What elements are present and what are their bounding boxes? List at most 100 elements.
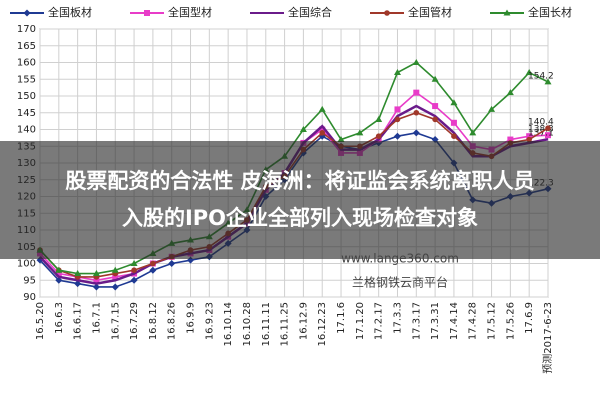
y-tick-label: 140 xyxy=(17,125,36,136)
x-tick-label: 16.6.3 xyxy=(54,302,65,334)
y-tick-label: 145 xyxy=(17,108,36,119)
marker xyxy=(92,283,100,291)
marker xyxy=(451,133,457,139)
marker xyxy=(413,89,420,96)
marker xyxy=(131,267,137,274)
marker xyxy=(507,136,514,143)
marker xyxy=(318,105,326,112)
watermark: www.lange360.com xyxy=(341,252,459,266)
marker xyxy=(394,116,401,123)
end-value-label: 154.2 xyxy=(528,71,554,81)
x-tick-label: 17.5.12 xyxy=(487,302,498,340)
marker xyxy=(319,126,326,133)
y-tick-label: 165 xyxy=(17,41,36,52)
x-tick-label: 17.4.14 xyxy=(449,302,460,340)
marker xyxy=(503,9,511,16)
marker xyxy=(525,69,533,76)
marker xyxy=(299,126,307,132)
y-tick-label: 155 xyxy=(17,74,36,85)
marker xyxy=(469,129,477,136)
marker xyxy=(112,273,119,280)
marker xyxy=(450,99,458,106)
x-tick-label: 16.7.15 xyxy=(110,302,121,340)
marker xyxy=(74,270,82,277)
marker xyxy=(412,129,420,137)
marker xyxy=(150,260,156,267)
x-tick-label: 16.11.11 xyxy=(261,302,272,347)
banner-bg xyxy=(0,141,600,259)
marker xyxy=(337,136,345,143)
marker xyxy=(384,10,390,16)
x-tick-label: 16.8.12 xyxy=(148,302,159,340)
legend-label: 全国型材 xyxy=(168,5,212,19)
x-tick-label: 17.5.26 xyxy=(505,302,516,340)
x-tick-label: 16.12.9 xyxy=(298,302,309,340)
y-tick-label: 90 xyxy=(23,292,36,303)
x-tick-label: 17.1.6 xyxy=(336,302,347,334)
x-tick-label: 17.3.3 xyxy=(392,302,403,334)
y-tick-label: 170 xyxy=(17,24,36,35)
marker xyxy=(92,270,100,277)
marker xyxy=(130,276,138,284)
x-tick-label: 16.5.20 xyxy=(35,302,46,340)
legend-label: 全国综合 xyxy=(288,5,332,19)
x-tick-label: 16.12.23 xyxy=(317,302,328,347)
marker xyxy=(393,132,401,140)
marker xyxy=(506,89,514,96)
x-tick-label: 16.8.26 xyxy=(167,302,178,340)
marker xyxy=(149,266,157,274)
marker xyxy=(23,9,31,17)
marker xyxy=(55,266,63,273)
y-tick-label: 95 xyxy=(23,275,36,286)
marker xyxy=(545,132,551,139)
marker xyxy=(111,266,119,273)
marker xyxy=(526,133,533,140)
marker xyxy=(545,125,551,131)
marker xyxy=(55,270,62,277)
marker xyxy=(432,103,439,110)
x-tick-label: 16.11.25 xyxy=(280,302,291,347)
x-tick-label: 16.9.23 xyxy=(204,302,215,340)
x-tick-label: 预测2017-6-23 xyxy=(541,302,554,374)
marker xyxy=(93,277,100,284)
legend-label: 全国管材 xyxy=(408,5,452,19)
marker xyxy=(394,106,401,113)
marker xyxy=(488,105,496,112)
marker xyxy=(130,260,138,266)
marker xyxy=(55,276,63,284)
banner-line: 入股的IPO企业全部列入现场检查对象 xyxy=(122,206,478,230)
end-value-label: 137.1 xyxy=(528,129,554,139)
marker xyxy=(431,75,439,82)
marker xyxy=(526,136,532,143)
x-tick-label: 17.2.17 xyxy=(374,302,385,340)
x-tick-label: 17.4.28 xyxy=(468,302,479,340)
marker xyxy=(432,116,438,123)
marker xyxy=(450,119,457,126)
x-tick-label: 17.6.9 xyxy=(524,302,535,334)
y-tick-label: 160 xyxy=(17,58,36,69)
marker xyxy=(412,59,420,65)
x-tick-label: 17.1.20 xyxy=(355,302,366,340)
banner-line: 股票配资的合法性 皮海洲：将证监会系统离职人员 xyxy=(65,169,534,193)
x-tick-label: 16.9.9 xyxy=(186,302,197,334)
legend-label: 全国板材 xyxy=(48,5,92,19)
x-tick-label: 16.10.14 xyxy=(223,302,234,347)
end-value-label: 138.3 xyxy=(528,125,554,135)
marker xyxy=(356,129,364,136)
marker xyxy=(74,280,82,288)
legend-label: 全国长材 xyxy=(528,5,572,19)
x-tick-label: 16.7.29 xyxy=(129,302,140,340)
x-tick-label: 17.3.31 xyxy=(430,302,441,340)
marker xyxy=(375,133,382,139)
marker xyxy=(144,10,150,16)
y-tick-label: 150 xyxy=(17,91,36,102)
marker xyxy=(544,78,552,85)
marker xyxy=(375,115,383,122)
marker xyxy=(168,260,176,267)
x-tick-label: 16.6.17 xyxy=(73,302,84,340)
end-value-label: 140.4 xyxy=(528,118,554,128)
marker xyxy=(413,109,420,116)
marker xyxy=(111,283,119,291)
